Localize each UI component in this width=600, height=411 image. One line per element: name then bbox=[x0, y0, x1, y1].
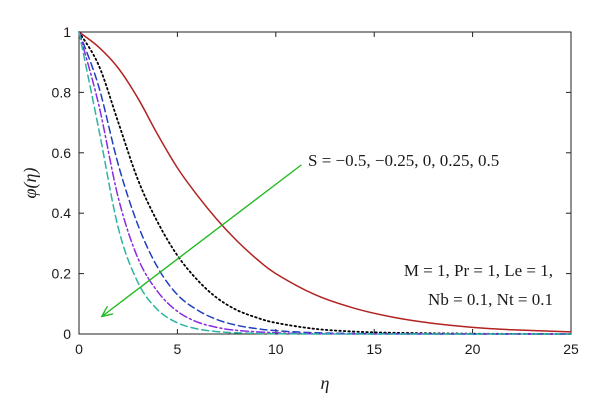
y-tick-label: 0.6 bbox=[52, 145, 72, 161]
x-axis-label: η bbox=[321, 373, 330, 393]
y-axis-label: φ(η) bbox=[20, 168, 41, 199]
y-tick-label: 1 bbox=[63, 24, 71, 40]
x-tick-label: 10 bbox=[268, 341, 284, 357]
series-line-2 bbox=[78, 31, 572, 335]
parameters-line-1: M = 1, Pr = 1, Le = 1, bbox=[404, 261, 553, 280]
y-tick-label: 0 bbox=[63, 326, 71, 342]
arrow-layer bbox=[103, 164, 302, 316]
y-axis-ticks: 0 0.2 0.4 0.6 0.8 1 bbox=[52, 24, 571, 342]
series-line-4 bbox=[78, 31, 572, 335]
parameter-sweep-label: S = −0.5, −0.25, 0, 0.25, 0.5 bbox=[308, 151, 499, 170]
series-line-1 bbox=[78, 31, 572, 333]
series-line-3 bbox=[78, 31, 572, 335]
y-tick-label: 0.2 bbox=[52, 266, 72, 282]
x-tick-label: 20 bbox=[465, 341, 481, 357]
parameter-sweep-arrow bbox=[103, 164, 302, 316]
y-tick-label: 0.8 bbox=[52, 84, 72, 100]
series-line-5 bbox=[78, 31, 572, 335]
series-layer bbox=[78, 31, 572, 335]
x-tick-label: 0 bbox=[75, 341, 83, 357]
x-tick-label: 5 bbox=[174, 341, 182, 357]
x-tick-label: 25 bbox=[563, 341, 579, 357]
x-axis-ticks: 0 5 10 15 20 25 bbox=[75, 32, 579, 357]
x-tick-label: 15 bbox=[366, 341, 382, 357]
y-tick-label: 0.4 bbox=[52, 205, 72, 221]
parameters-line-2: Nb = 0.1, Nt = 0.1 bbox=[428, 290, 553, 309]
plot-frame bbox=[78, 31, 572, 335]
